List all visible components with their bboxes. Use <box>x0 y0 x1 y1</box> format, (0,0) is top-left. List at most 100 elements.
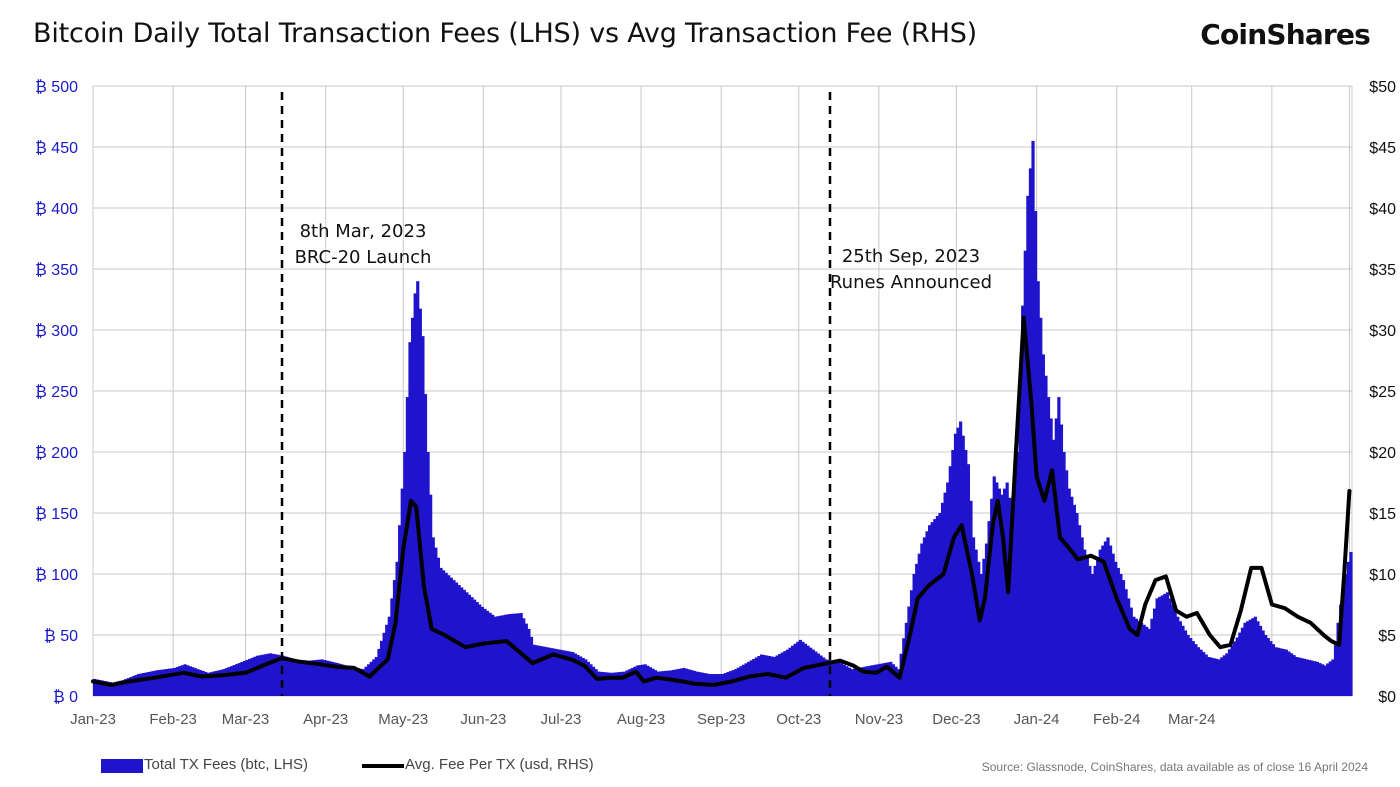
fee-bar <box>436 557 441 696</box>
y-right-tick-label: $20 <box>1369 445 1396 462</box>
y-right-tick-label: $35 <box>1369 262 1396 279</box>
fee-bar <box>897 669 901 696</box>
fee-bar <box>956 427 960 696</box>
fee-bar <box>1261 630 1265 696</box>
fee-bar <box>917 553 921 696</box>
fee-bar <box>809 647 813 696</box>
fee-bar <box>946 482 950 696</box>
fee-bar <box>1142 624 1146 696</box>
fee-bar <box>113 681 117 696</box>
fee-bar <box>1279 648 1283 696</box>
annotation-label: 8th Mar, 2023 <box>300 221 427 242</box>
x-tick-label: Mar-24 <box>1168 711 1216 728</box>
fee-bar <box>1067 488 1071 696</box>
fee-bar <box>1269 641 1273 696</box>
fee-bar <box>1168 598 1172 696</box>
avg-fee-line <box>91 315 1352 687</box>
x-tick-label: Oct-23 <box>776 711 821 728</box>
fee-bar <box>540 646 544 696</box>
fee-bar <box>162 669 166 696</box>
y-right-tick-label: $25 <box>1369 384 1396 401</box>
fee-bar <box>791 645 795 696</box>
fee-bar <box>1282 649 1286 696</box>
y-right-tick-label: $5 <box>1378 628 1396 645</box>
fee-bar <box>545 647 549 696</box>
y-right-tick-label: $30 <box>1369 323 1396 340</box>
fee-bar <box>940 502 945 696</box>
fee-bar <box>622 671 627 696</box>
fee-bar <box>1246 621 1250 696</box>
fee-bar <box>121 680 125 696</box>
fee-bar <box>180 665 185 696</box>
fee-bar <box>1098 549 1102 696</box>
fee-bar <box>346 665 350 696</box>
fee-bar <box>1132 616 1136 696</box>
fee-bar <box>240 662 244 696</box>
fee-bar <box>1134 618 1139 696</box>
fee-bar <box>170 668 174 696</box>
fee-bar <box>884 662 888 696</box>
fee-bar <box>635 665 640 696</box>
fee-bar <box>1065 470 1069 696</box>
legend-bar-swatch <box>101 759 143 773</box>
fee-bar <box>178 666 182 696</box>
fee-bar <box>356 668 360 696</box>
fee-bar <box>504 614 508 696</box>
fee-bar <box>1137 620 1141 696</box>
fee-bar <box>806 645 810 696</box>
fee-bar <box>990 498 994 696</box>
fee-bar <box>1026 195 1030 697</box>
fee-bar <box>292 658 296 696</box>
x-tick-label: Jun-23 <box>460 711 506 728</box>
fee-bar <box>1346 561 1351 696</box>
fee-bar <box>1028 168 1033 697</box>
fee-bar <box>824 659 828 696</box>
fee-bar <box>933 519 937 696</box>
fee-bar <box>915 563 919 696</box>
fee-bar <box>1258 625 1263 696</box>
y-right-tick-label: $50 <box>1369 79 1396 96</box>
fee-bar <box>307 660 311 696</box>
fee-bar <box>369 661 373 696</box>
fee-bar <box>413 293 417 696</box>
fee-bar <box>1204 654 1208 696</box>
fee-bar <box>1171 604 1175 696</box>
fee-bar <box>1289 653 1294 696</box>
fee-bar <box>514 613 518 696</box>
fee-bar <box>576 655 580 696</box>
fee-bar <box>354 667 358 696</box>
fee-bar <box>889 661 893 696</box>
fee-bar <box>1070 496 1074 696</box>
fee-bar <box>191 667 195 696</box>
fee-bar <box>1189 638 1193 696</box>
fee-bar <box>421 336 425 696</box>
fee-bar <box>1013 482 1017 696</box>
fee-bar <box>410 317 415 696</box>
fee-bar <box>586 661 590 696</box>
y-left-tick-label: ₿ 250 <box>35 383 78 401</box>
fee-bar <box>672 669 676 696</box>
fee-bar <box>338 663 342 696</box>
fee-bar <box>1225 653 1229 696</box>
legend-bars-label: Total TX Fees (btc, LHS) <box>144 756 308 773</box>
x-tick-label: Jul-23 <box>540 711 581 728</box>
fee-bar <box>1264 635 1268 696</box>
fee-bar <box>871 665 875 696</box>
fee-bar <box>242 660 247 696</box>
y-left-tick-label: ₿ 50 <box>44 627 78 645</box>
fee-bar <box>1018 378 1022 696</box>
fee-bar <box>731 670 735 696</box>
fee-bar <box>1181 625 1185 696</box>
fee-bar <box>1220 657 1224 696</box>
fee-bar <box>1341 586 1345 696</box>
fee-bar <box>1041 354 1045 696</box>
annotation-label: 25th Sep, 2023 <box>842 246 980 267</box>
fee-bar <box>566 651 570 696</box>
fee-bar <box>475 602 479 696</box>
fee-bar <box>286 657 291 696</box>
fee-bar <box>1178 621 1182 696</box>
y-left-tick-label: ₿ 150 <box>35 505 78 523</box>
fee-bar <box>98 679 102 696</box>
fee-bar <box>367 664 371 696</box>
fee-bar <box>302 660 306 696</box>
